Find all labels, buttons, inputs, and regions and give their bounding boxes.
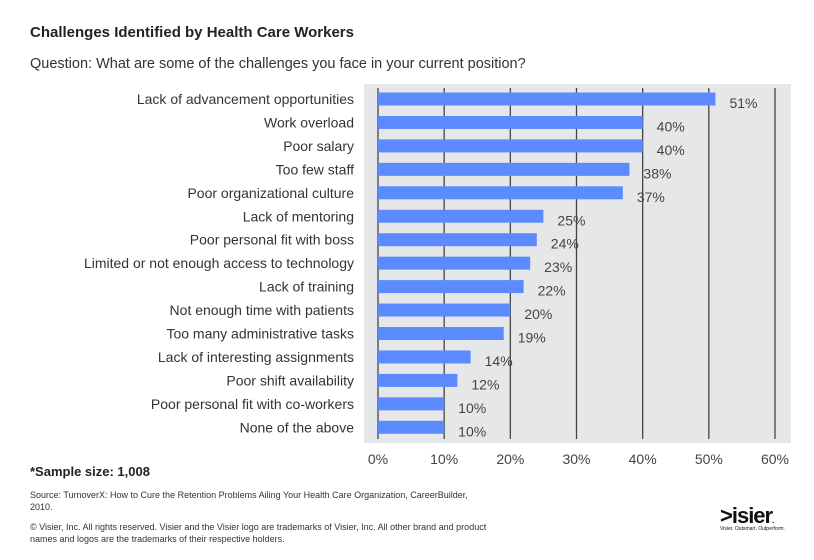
data-label: 51%: [729, 95, 757, 111]
category-label: Too few staff: [276, 161, 354, 177]
bar: [378, 92, 716, 106]
category-label: Poor personal fit with boss: [190, 232, 354, 248]
x-tick-label: 60%: [761, 451, 789, 467]
bar: [378, 115, 643, 129]
logo-tagline: Visier. Outsmart. Outperform.: [720, 526, 785, 532]
data-label: 10%: [458, 400, 486, 416]
x-tick-label: 10%: [430, 451, 458, 467]
category-label: Lack of mentoring: [243, 208, 354, 224]
data-label: 19%: [518, 330, 546, 346]
data-label: 40%: [657, 142, 685, 158]
bar: [378, 139, 643, 153]
x-tick-label: 50%: [695, 451, 723, 467]
x-tick-label: 30%: [562, 451, 590, 467]
x-tick-label: 0%: [368, 451, 388, 467]
category-label: Lack of advancement opportunities: [137, 91, 354, 107]
data-label: 22%: [538, 283, 566, 299]
category-label: Poor shift availability: [226, 372, 354, 388]
category-label: None of the above: [240, 419, 355, 435]
data-label: 40%: [657, 118, 685, 134]
sample-size-note: *Sample size: 1,008: [30, 464, 150, 479]
data-label: 23%: [544, 259, 572, 275]
category-label: Lack of training: [259, 279, 354, 295]
category-label: Poor personal fit with co-workers: [151, 396, 354, 412]
data-label: 37%: [637, 189, 665, 205]
bar: [378, 256, 531, 270]
x-tick-label: 20%: [496, 451, 524, 467]
data-label: 14%: [485, 353, 513, 369]
x-tick-label: 40%: [629, 451, 657, 467]
category-label: Not enough time with patients: [170, 302, 354, 318]
bar: [378, 350, 471, 364]
bar: [378, 303, 511, 317]
data-label: 25%: [557, 212, 585, 228]
copyright-note: © Visier, Inc. All rights reserved. Visi…: [30, 522, 487, 544]
bar: [378, 186, 623, 200]
category-label: Limited or not enough access to technolo…: [84, 255, 354, 271]
category-label: Poor salary: [283, 138, 354, 154]
visier-logo: >isier. Visier. Outsmart. Outperform.: [720, 503, 785, 532]
logo-mark: >isier.: [720, 503, 775, 528]
data-label: 12%: [471, 376, 499, 392]
data-label: 10%: [458, 423, 486, 439]
bar: [378, 373, 458, 387]
bar: [378, 209, 544, 223]
data-label: 38%: [643, 165, 671, 181]
bar: [378, 162, 630, 176]
bar: [378, 280, 524, 294]
category-label: Lack of interesting assignments: [158, 349, 354, 365]
bar: [378, 233, 537, 247]
category-label: Work overload: [264, 114, 354, 130]
category-label: Poor organizational culture: [187, 185, 354, 201]
source-note: Source: TurnoverX: How to Cure the Reten…: [30, 490, 468, 512]
bar: [378, 397, 445, 411]
chart-subtitle: Question: What are some of the challenge…: [30, 56, 526, 72]
bar: [378, 420, 445, 434]
data-label: 20%: [524, 306, 552, 322]
bar: [378, 327, 504, 340]
data-label: 24%: [551, 236, 579, 252]
category-label: Too many administrative tasks: [166, 326, 354, 342]
chart-title: Challenges Identified by Health Care Wor…: [30, 24, 354, 41]
